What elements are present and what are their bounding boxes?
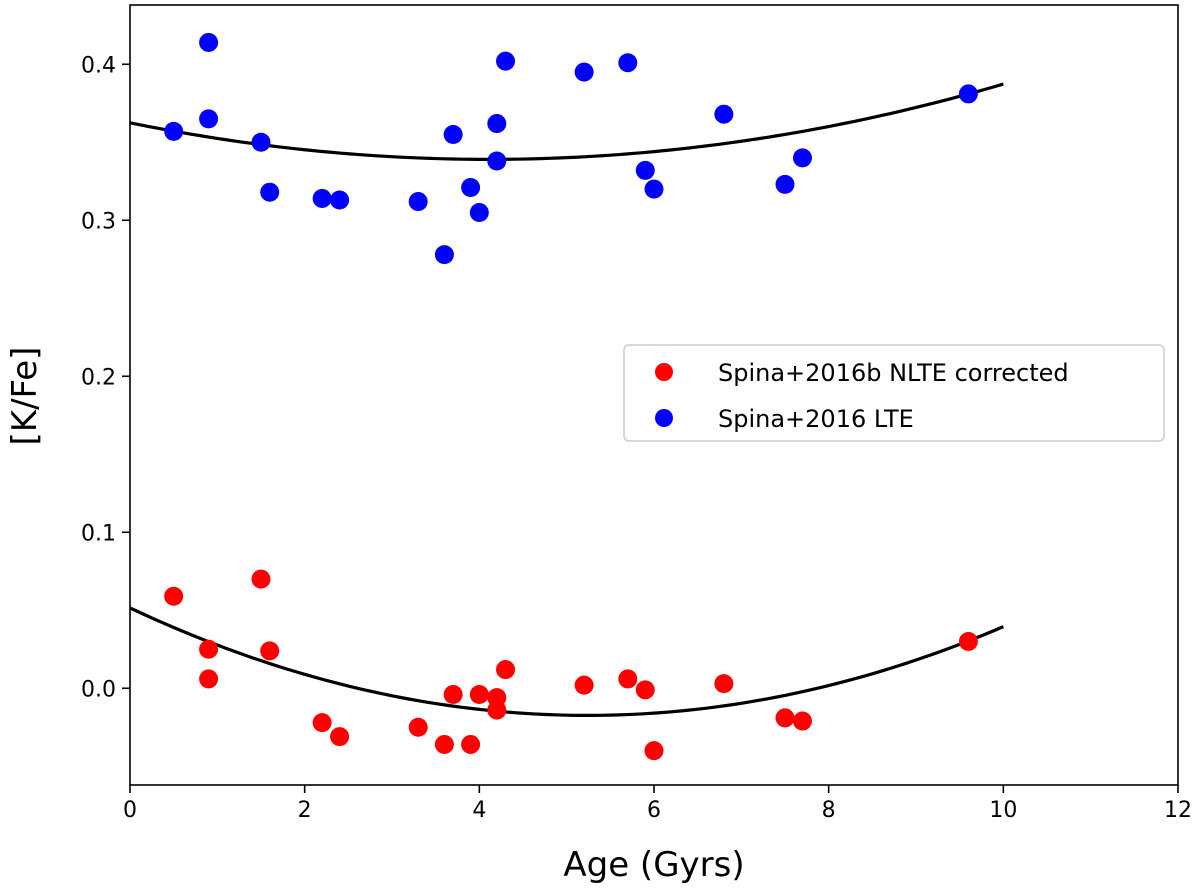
nlte-data-point <box>164 586 184 606</box>
legend-label-lte: Spina+2016 LTE <box>718 405 914 433</box>
lte-data-point <box>574 62 594 82</box>
lte-data-point <box>487 151 507 171</box>
lte-data-point <box>312 188 332 208</box>
lte-data-point <box>496 51 516 71</box>
lte-data-point <box>714 104 734 124</box>
y-tick-label: 0.1 <box>81 521 116 546</box>
lte-data-point <box>164 121 184 141</box>
lte-data-point <box>434 245 454 265</box>
x-tick-label: 8 <box>822 798 836 823</box>
lte-data-point <box>330 190 350 210</box>
legend-marker-nlte <box>655 363 673 381</box>
nlte-fit-curve <box>129 606 1004 718</box>
lte-data-point <box>635 160 655 180</box>
nlte-data-point <box>408 717 428 737</box>
nlte-data-point <box>487 700 507 720</box>
axis-ticks: 0 2 4 6 8 10 12 0.0 0.1 0.2 0.3 0.4 <box>81 53 1192 823</box>
lte-data-point <box>251 132 271 152</box>
y-axis-title: [K/Fe] <box>5 347 45 446</box>
lte-data-point <box>792 148 812 168</box>
legend-label-nlte: Spina+2016b NLTE corrected <box>718 359 1069 387</box>
x-tick-label: 6 <box>647 798 661 823</box>
data-points <box>164 32 978 761</box>
lte-data-point <box>461 178 481 198</box>
nlte-data-point <box>714 674 734 694</box>
x-tick-label: 10 <box>989 798 1017 823</box>
x-tick-label: 0 <box>123 798 137 823</box>
legend-box <box>623 344 1165 442</box>
lte-data-point <box>199 109 219 129</box>
legend-marker-lte <box>655 409 673 427</box>
nlte-data-point <box>792 711 812 731</box>
x-axis-title: Age (Gyrs) <box>563 845 744 885</box>
nlte-data-point <box>434 734 454 754</box>
nlte-data-point <box>574 675 594 695</box>
y-tick-label: 0.0 <box>81 677 116 702</box>
nlte-data-point <box>635 680 655 700</box>
lte-data-point <box>644 179 664 199</box>
nlte-data-point <box>644 741 664 761</box>
nlte-data-point <box>260 641 280 661</box>
lte-data-point <box>775 174 795 194</box>
x-tick-label: 2 <box>298 798 312 823</box>
nlte-data-point <box>469 685 489 705</box>
nlte-data-point <box>496 660 516 680</box>
x-tick-label: 12 <box>1164 798 1192 823</box>
nlte-data-point <box>775 708 795 728</box>
nlte-data-point <box>251 569 271 589</box>
lte-data-point <box>199 32 219 52</box>
lte-data-point <box>958 84 978 104</box>
y-tick-label: 0.3 <box>81 209 116 234</box>
nlte-data-point <box>312 713 332 733</box>
nlte-data-point <box>330 727 350 747</box>
plot-area-frame <box>129 4 1179 786</box>
lte-data-point <box>487 114 507 134</box>
lte-data-point <box>469 202 489 222</box>
y-tick-label: 0.4 <box>81 53 116 78</box>
legend: Spina+2016b NLTE corrected Spina+2016 LT… <box>623 344 1165 442</box>
nlte-data-point <box>618 669 638 689</box>
nlte-data-point <box>199 639 219 659</box>
nlte-data-point <box>443 685 463 705</box>
nlte-data-point <box>199 669 219 689</box>
lte-data-point <box>618 53 638 73</box>
lte-data-point <box>260 182 280 202</box>
lte-fit-curve <box>129 82 1004 161</box>
nlte-data-point <box>461 734 481 754</box>
nlte-data-point <box>958 631 978 651</box>
fit-curves <box>129 82 1004 718</box>
x-tick-label: 4 <box>472 798 486 823</box>
y-tick-label: 0.2 <box>81 365 116 390</box>
lte-data-point <box>408 192 428 212</box>
lte-data-point <box>443 124 463 144</box>
